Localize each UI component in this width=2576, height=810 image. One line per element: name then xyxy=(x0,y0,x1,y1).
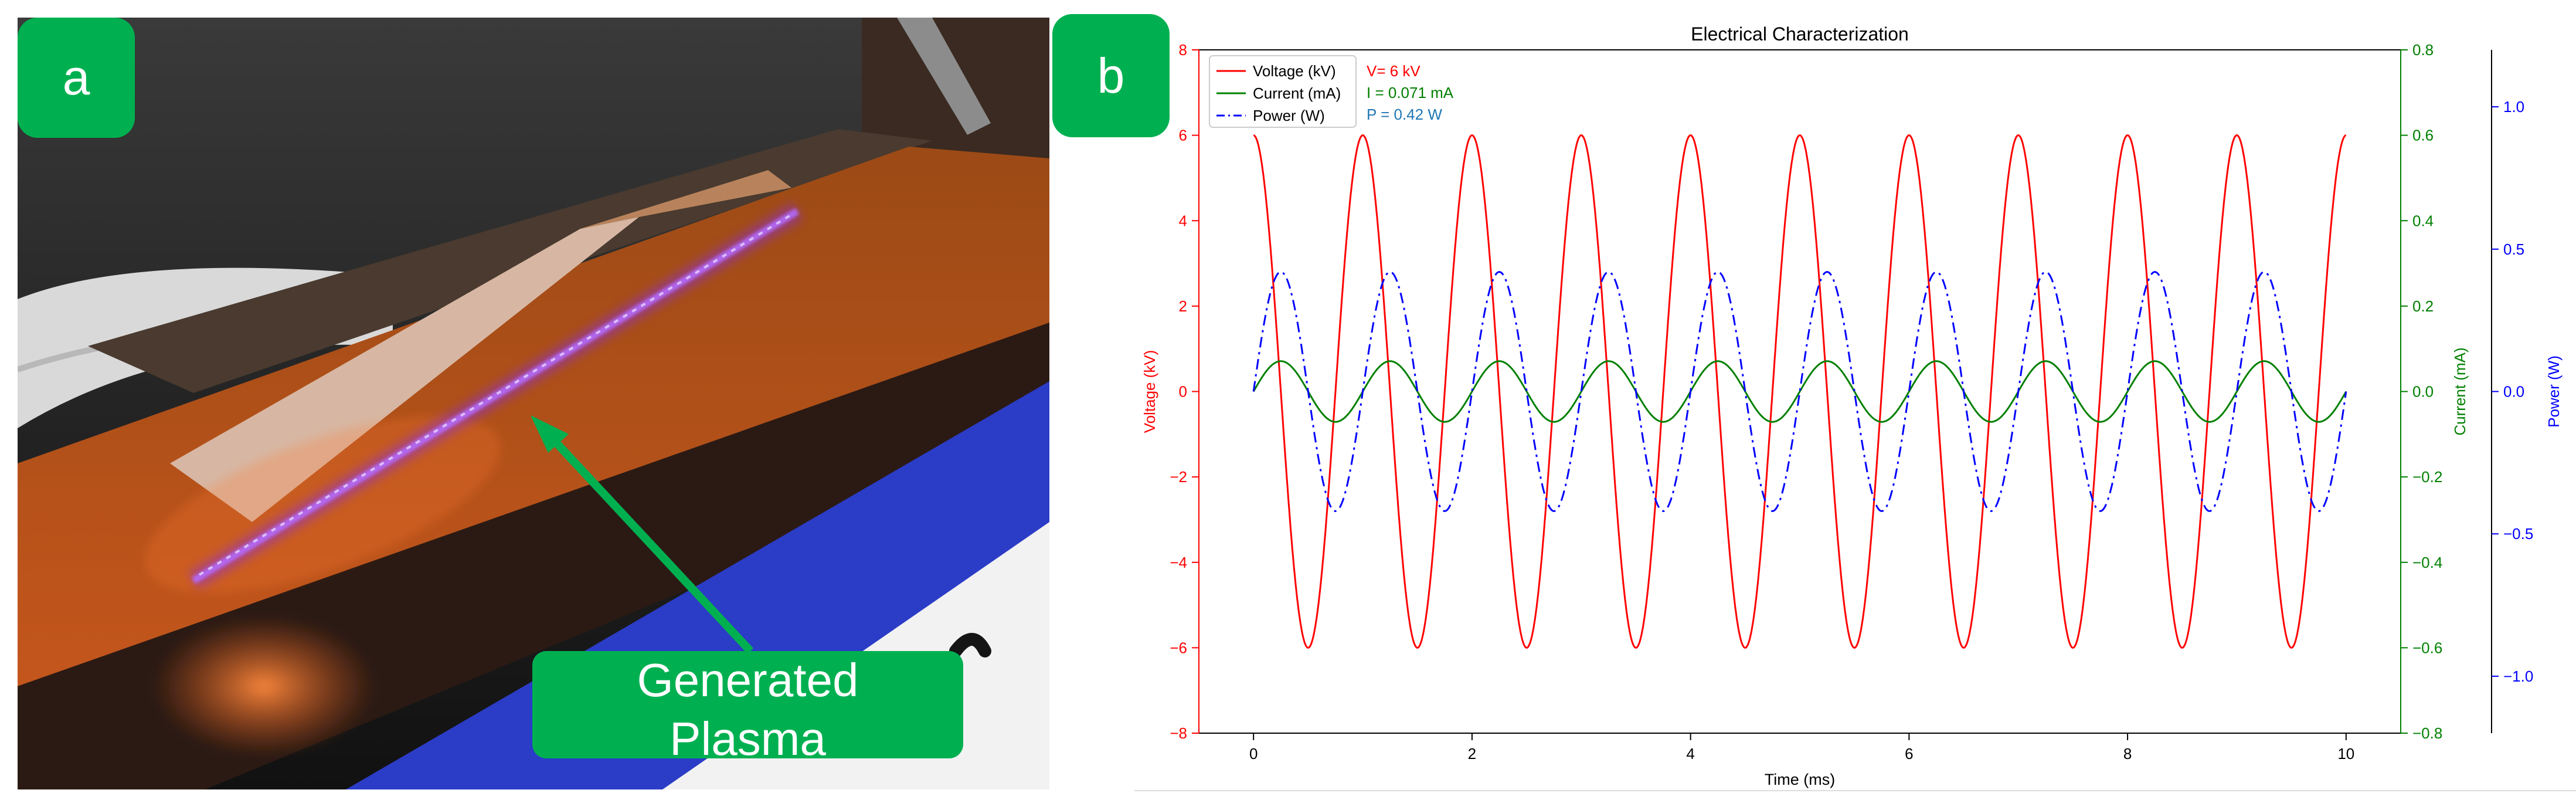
current-tick-label: 0.4 xyxy=(2412,212,2434,229)
power-tick-label: −0.5 xyxy=(2503,525,2533,543)
power-axis-label: Power (W) xyxy=(2545,355,2563,428)
panel-b-badge: b xyxy=(1052,14,1170,137)
chart-title: Electrical Characterization xyxy=(1691,23,1909,45)
legend-label-voltage: Voltage (kV) xyxy=(1253,62,1336,80)
current-tick-label: −0.4 xyxy=(2412,554,2442,571)
series-voltage-line xyxy=(1253,134,2347,649)
current-axis-label: Current (mA) xyxy=(2451,347,2469,435)
x-tick-label: 6 xyxy=(1905,745,1913,762)
current-tick-label: −0.2 xyxy=(2412,468,2442,486)
electrical-chart: Electrical Characterization 0 2 4 6 8 10 Time (… xyxy=(1134,23,2576,791)
voltage-tick-label: 0 xyxy=(1179,383,1187,401)
voltage-axis-label: Voltage (kV) xyxy=(1141,350,1158,433)
annotation-1: I = 0.071 mA xyxy=(1367,84,1454,101)
x-tick-label: 0 xyxy=(1249,745,1258,762)
power-tick-label: 1.0 xyxy=(2503,98,2524,116)
voltage-tick-label: 2 xyxy=(1179,297,1187,315)
series-power-line xyxy=(1252,271,2347,512)
plasma-photo xyxy=(18,18,1049,789)
plasma-arrow xyxy=(531,415,754,654)
power-tick-label: 0.5 xyxy=(2503,240,2524,258)
voltage-tick-label: 4 xyxy=(1179,212,1187,229)
annotation-2: P = 0.42 W xyxy=(1367,106,1442,123)
legend-box xyxy=(1209,55,1357,128)
plasma-callout-label: Generated Plasma xyxy=(532,651,963,765)
voltage-tick-label: −6 xyxy=(1170,639,1187,656)
series-current-line xyxy=(1252,360,2347,423)
voltage-tick-label: −4 xyxy=(1170,554,1187,571)
current-tick-label: 0.8 xyxy=(2412,41,2434,59)
current-tick-label: 0.2 xyxy=(2412,297,2434,315)
voltage-tick-label: −2 xyxy=(1170,468,1187,486)
legend-label-power: Power (W) xyxy=(1253,107,1325,124)
current-tick-label: −0.6 xyxy=(2412,639,2442,656)
x-tick-label: 2 xyxy=(1468,745,1476,762)
panel-a-badge: a xyxy=(18,18,135,138)
current-tick-label: 0.6 xyxy=(2412,127,2434,144)
x-axis-label: Time (ms) xyxy=(1765,771,1835,788)
x-tick-label: 8 xyxy=(2123,745,2132,762)
x-tick-label: 10 xyxy=(2337,745,2354,762)
chart-panel-b: Electrical Characterization 0 2 4 6 8 10 Time (… xyxy=(1052,0,2576,807)
power-tick-label: 0.0 xyxy=(2503,383,2524,401)
photo-panel-a: a Generated Plasma xyxy=(18,18,1049,789)
power-tick-label: −1.0 xyxy=(2503,667,2533,685)
voltage-tick-label: −8 xyxy=(1170,724,1187,742)
plasma-label-line1: Generated xyxy=(637,654,859,706)
x-tick-label: 4 xyxy=(1686,745,1694,762)
legend: Voltage (kV) Current (mA) Power (W) xyxy=(1209,55,1357,128)
current-tick-label: −0.8 xyxy=(2412,724,2442,742)
current-tick-label: 0.0 xyxy=(2412,383,2434,401)
legend-label-current: Current (mA) xyxy=(1253,84,1341,102)
plasma-label-line2: Plasma xyxy=(670,713,826,765)
voltage-tick-label: 6 xyxy=(1179,127,1187,144)
annotation-0: V= 6 kV xyxy=(1367,62,1420,80)
voltage-tick-label: 8 xyxy=(1179,41,1187,59)
